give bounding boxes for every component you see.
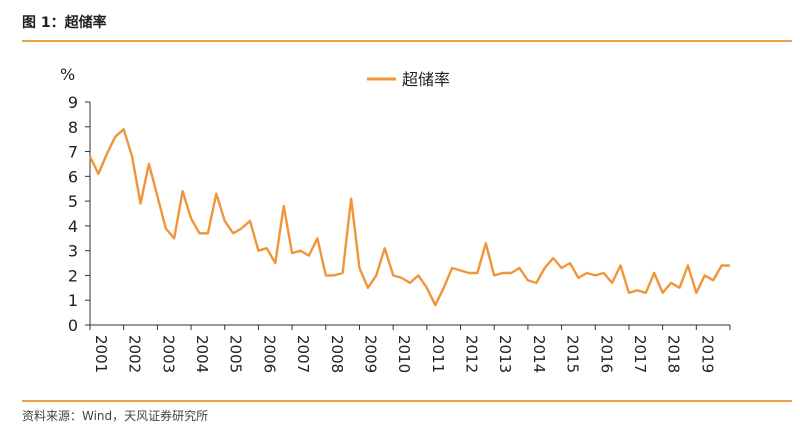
x-tick-label: 2018	[665, 335, 683, 373]
y-tick-label: 0	[68, 316, 78, 335]
y-tick-label: 9	[68, 93, 78, 112]
x-tick-label: 2009	[361, 335, 379, 373]
x-tick-label: 2012	[463, 335, 481, 373]
series-line-超储率	[88, 128, 730, 307]
x-tick-label: 2014	[530, 335, 548, 373]
x-tick-label: 2003	[159, 335, 177, 373]
bottom-divider	[22, 400, 792, 402]
source-note: 资料来源：Wind，天风证券研究所	[22, 409, 209, 423]
x-tick-label: 2019	[698, 335, 716, 373]
x-tick-label: 2008	[328, 335, 346, 373]
x-tick-label: 2007	[294, 335, 312, 373]
x-axis: 2001 2002 2003 2004 2005 2006 2007 2008 2009 2010…	[89, 325, 731, 373]
x-tick-label: 2004	[193, 335, 211, 373]
x-tick-label: 2015	[564, 335, 582, 373]
y-tick-label: 7	[68, 143, 78, 162]
y-tick-label: 4	[68, 217, 78, 236]
legend-label: 超储率	[402, 70, 450, 89]
y-tick-label: 8	[68, 118, 78, 137]
x-tick-label: 2013	[496, 335, 514, 373]
y-axis: 0 1 2 3 4 5 6 7 8 9	[68, 93, 90, 335]
data-points	[89, 129, 731, 306]
figure-title: 图 1：超储率	[22, 15, 107, 31]
top-divider	[22, 40, 792, 42]
y-tick-label: 5	[68, 192, 78, 211]
x-tick-label: 2010	[395, 335, 413, 373]
x-tick-label: 2011	[429, 335, 447, 373]
x-tick-label: 2017	[631, 335, 649, 373]
x-tick-label: 2001	[92, 335, 110, 373]
y-tick-label: 2	[68, 266, 78, 285]
y-tick-label: 3	[68, 242, 78, 261]
legend: 超储率	[367, 70, 450, 89]
x-tick-label: 2006	[260, 335, 278, 373]
y-tick-label: 6	[68, 167, 78, 186]
x-tick-label: 2005	[227, 335, 245, 373]
x-tick-label: 2016	[597, 335, 615, 373]
y-tick-label: 1	[68, 291, 78, 310]
x-tick-label: 2002	[126, 335, 144, 373]
y-axis-unit-label: %	[60, 65, 75, 84]
